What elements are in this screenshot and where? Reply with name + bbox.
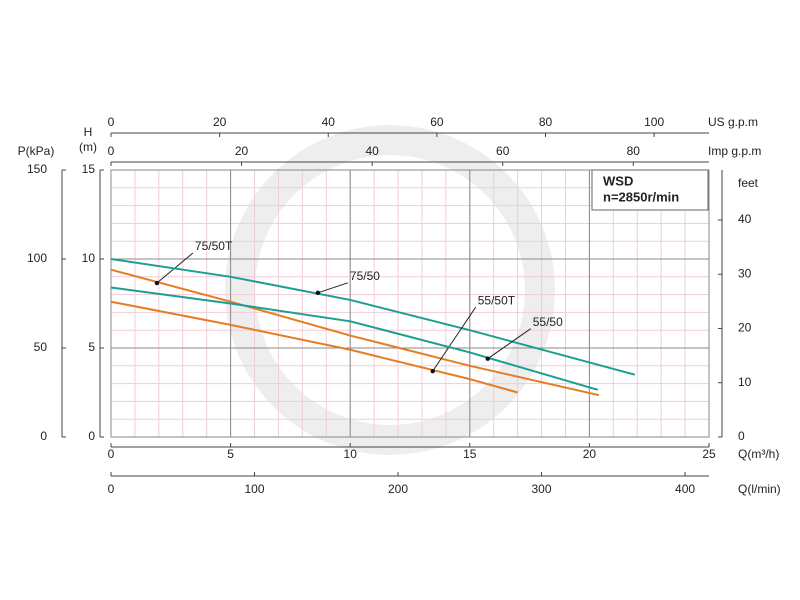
x-tick-label: 15 <box>463 447 477 461</box>
curve-label: 55/50T <box>478 293 516 307</box>
axis-tick-label: 40 <box>322 115 336 129</box>
axis-tick-label: 0 <box>108 115 115 129</box>
axis-label: feet <box>738 176 759 190</box>
leader-line <box>317 282 349 294</box>
y-tick-label: 15 <box>82 162 96 176</box>
axis-tick-label: 50 <box>34 340 48 354</box>
x-tick-label: 20 <box>583 447 597 461</box>
y-tick-label: 0 <box>88 429 95 443</box>
plot-frame <box>110 169 710 438</box>
curve-marker <box>315 290 321 296</box>
axis-label: Q(l/min) <box>738 482 781 496</box>
x-tick-label: 25 <box>702 447 716 461</box>
axis-tick-label: 0 <box>108 482 115 496</box>
axis-tick-label: 20 <box>738 321 752 335</box>
axis-tick-label: 0 <box>108 144 115 158</box>
leader-line <box>432 306 477 372</box>
axis-tick-label: 60 <box>430 115 444 129</box>
y-tick-label: 5 <box>88 340 95 354</box>
info-speed: n=2850r/min <box>603 189 679 204</box>
axis-tick-label: 100 <box>27 251 47 265</box>
axis-tick-label: 400 <box>675 482 695 496</box>
curve <box>110 300 518 394</box>
axis-tick-label: 20 <box>235 144 249 158</box>
curve-marker <box>485 356 490 361</box>
axis-tick-label: 40 <box>738 212 752 226</box>
curve-marker <box>430 368 435 374</box>
axis-tick-label: 10 <box>738 375 752 389</box>
watermark <box>225 125 555 455</box>
y-axis-unit: (m) <box>79 140 97 154</box>
axis-label: Imp g.p.m <box>708 144 761 158</box>
curve-marker <box>154 280 160 286</box>
axis-tick-label: 60 <box>496 144 510 158</box>
axis-tick-label: 200 <box>388 482 408 496</box>
info-box <box>591 169 709 211</box>
x-tick-label: 0 <box>108 447 115 461</box>
y-tick-label: 10 <box>82 251 96 265</box>
axis-tick-label: 80 <box>539 115 553 129</box>
curve <box>110 286 599 391</box>
curve-label: 75/50T <box>195 239 233 253</box>
info-title: WSD <box>603 173 633 188</box>
curve-label: 75/50 <box>350 269 380 283</box>
axis-tick-label: 30 <box>738 266 752 280</box>
x-tick-label: 10 <box>344 447 358 461</box>
axis-tick-label: 300 <box>532 482 552 496</box>
axis-tick-label: 80 <box>627 144 641 158</box>
curve <box>110 268 600 397</box>
axis-tick-label: 20 <box>213 115 227 129</box>
curve <box>110 258 636 376</box>
leader-line <box>487 328 532 360</box>
axis-tick-label: 40 <box>365 144 379 158</box>
axis-tick-label: 150 <box>27 162 47 176</box>
x-axis-label: Q(m³/h) <box>738 447 779 461</box>
x-tick-label: 5 <box>227 447 234 461</box>
axis-tick-label: 0 <box>40 429 47 443</box>
axis-tick-label: 0 <box>738 429 745 443</box>
axis-label: P(kPa) <box>18 144 55 158</box>
axis-tick-label: 100 <box>244 482 264 496</box>
y-axis-label: H <box>84 125 93 139</box>
axis-label: US g.p.m <box>708 115 758 129</box>
axis-tick-label: 100 <box>644 115 664 129</box>
curve-label: 55/50 <box>533 315 563 329</box>
